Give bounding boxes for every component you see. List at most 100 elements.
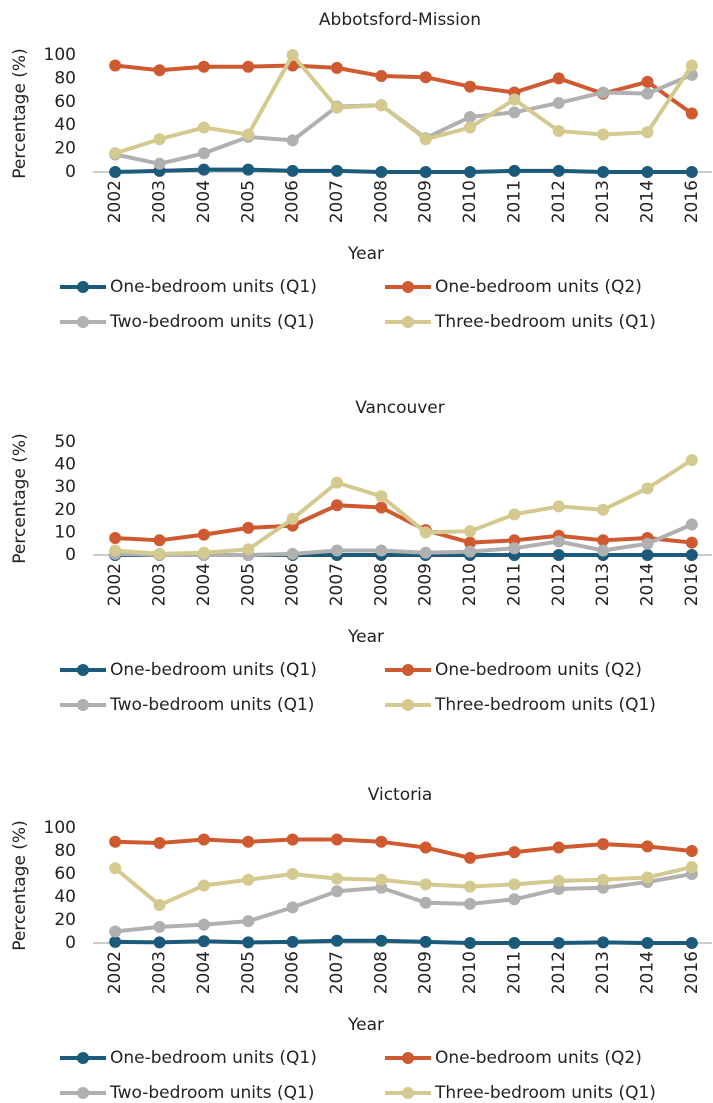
point [464, 121, 477, 134]
point [286, 512, 299, 525]
point [197, 121, 210, 134]
point [286, 164, 299, 177]
point [197, 833, 210, 846]
point [552, 500, 565, 513]
point [552, 96, 565, 109]
point [419, 166, 432, 178]
y-tick-label: 100 [44, 45, 76, 65]
point [197, 163, 210, 176]
point [685, 549, 698, 561]
legend-marker [402, 1087, 414, 1099]
x-tick-label: 2016 [682, 180, 702, 223]
legend-marker [77, 1052, 89, 1064]
point [330, 833, 343, 846]
point [685, 59, 698, 72]
point [641, 537, 654, 550]
point [153, 936, 166, 949]
legend-marker [402, 1052, 414, 1064]
point [242, 128, 255, 141]
x-tick-label: 2013 [593, 180, 613, 223]
point [685, 937, 698, 949]
x-tick-label: 2010 [460, 951, 480, 994]
x-axis-label: Year [347, 627, 384, 647]
x-tick-label: 2002 [105, 951, 125, 994]
y-axis-label: Percentage (%) [10, 820, 30, 950]
point [286, 935, 299, 948]
point [153, 534, 166, 547]
point [109, 166, 122, 178]
series-line [115, 167, 692, 174]
point [242, 873, 255, 886]
x-tick-label: 2005 [238, 180, 258, 223]
x-tick-label: 2002 [105, 180, 125, 223]
point [508, 846, 521, 859]
point [375, 501, 388, 514]
x-tick-label: 2009 [416, 563, 436, 606]
chart-title: Vancouver [355, 398, 445, 418]
point [286, 868, 299, 880]
point [109, 862, 122, 875]
point [464, 545, 477, 558]
legend-marker [402, 699, 414, 711]
point [419, 133, 432, 146]
point [153, 899, 166, 912]
x-tick-label: 2009 [416, 180, 436, 223]
point [375, 70, 388, 83]
point [286, 833, 299, 846]
point [375, 934, 388, 947]
point [109, 544, 122, 557]
point [552, 874, 565, 887]
y-tick-label: 80 [54, 68, 76, 88]
chart-title: Abbotsford-Mission [319, 10, 481, 30]
y-tick-label: 0 [65, 933, 76, 953]
point [685, 845, 698, 857]
point [508, 893, 521, 906]
x-tick-label: 2011 [504, 951, 524, 994]
x-tick-label: 2004 [194, 563, 214, 606]
point [153, 836, 166, 849]
legend-marker [77, 699, 89, 711]
point [641, 871, 654, 884]
point [552, 937, 565, 949]
x-tick-label: 2005 [238, 951, 258, 994]
x-tick-label: 2011 [504, 180, 524, 223]
point [197, 528, 210, 541]
series-line [114, 63, 693, 116]
point [242, 936, 255, 949]
point [375, 166, 388, 178]
x-tick-label: 2008 [371, 180, 391, 223]
point [286, 134, 299, 147]
point [286, 547, 299, 560]
legend-label: One-bedroom units (Q1) [110, 1048, 317, 1068]
x-tick-label: 2006 [283, 180, 303, 223]
point [375, 490, 388, 503]
point [419, 546, 432, 559]
point [153, 157, 166, 170]
point [641, 937, 654, 949]
y-tick-label: 0 [65, 162, 76, 182]
series-line [114, 53, 694, 156]
legend-label: One-bedroom units (Q1) [110, 277, 317, 297]
point [197, 546, 210, 559]
x-tick-label: 2003 [150, 563, 170, 606]
point [641, 87, 654, 100]
y-tick-label: 20 [54, 500, 76, 520]
y-tick-label: 20 [54, 139, 76, 159]
point [419, 935, 432, 948]
x-tick-label: 2010 [460, 180, 480, 223]
point [641, 75, 654, 88]
point [330, 544, 343, 557]
point [242, 163, 255, 176]
legend-marker [77, 281, 89, 293]
point [597, 936, 610, 949]
x-tick-label: 2009 [416, 951, 436, 994]
x-tick-label: 2007 [327, 951, 347, 994]
point [153, 920, 166, 933]
x-tick-label: 2011 [504, 563, 524, 606]
point [552, 549, 565, 561]
y-tick-label: 10 [54, 522, 76, 542]
legend-label: One-bedroom units (Q2) [435, 277, 642, 297]
x-tick-label: 2003 [150, 180, 170, 223]
point [597, 166, 610, 178]
